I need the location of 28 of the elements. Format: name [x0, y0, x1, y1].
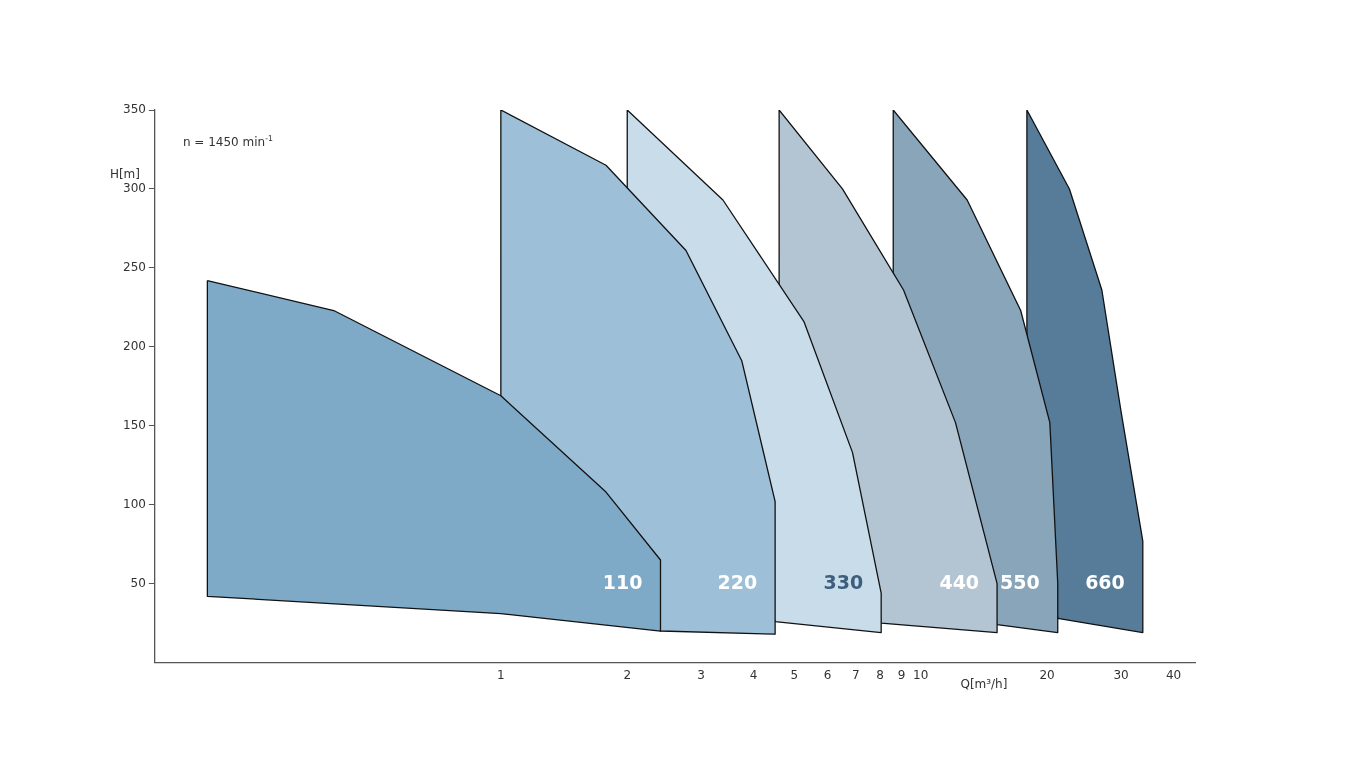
x-tick-label: 30	[1113, 667, 1129, 682]
x-tick-label: 4	[749, 667, 758, 682]
y-tick-label: 200	[123, 338, 146, 353]
y-axis-title: H[m]	[109, 167, 140, 182]
x-tick-label: 5	[790, 667, 799, 682]
series-label: 110	[602, 570, 643, 593]
series-label: 660	[1085, 570, 1125, 593]
x-tick-label: 10	[913, 667, 929, 682]
y-tick-label: 150	[123, 417, 146, 432]
x-tick-label: 40	[1165, 667, 1182, 682]
y-tick-label: 50	[130, 575, 146, 590]
y-tick-label: 350	[123, 102, 146, 117]
x-axis-title: Q[m³/h]	[960, 676, 1008, 691]
series-label: 550	[1000, 570, 1040, 593]
x-tick-label: 1	[497, 667, 505, 682]
x-tick-label: 8	[876, 667, 884, 682]
x-tick-label: 20	[1039, 667, 1055, 682]
y-tick-label: 250	[123, 260, 146, 275]
x-tick-label: 7	[851, 667, 860, 682]
series-label: 330	[823, 570, 864, 593]
x-tick-label: 9	[897, 667, 906, 682]
x-tick-label: 3	[697, 667, 705, 682]
y-tick-label: 300	[123, 181, 146, 196]
series-label: 440	[939, 570, 980, 593]
x-tick-label: 2	[623, 667, 632, 682]
y-tick-label: 100	[123, 496, 146, 511]
series-label: 220	[717, 570, 758, 593]
x-tick-label: 6	[823, 667, 832, 682]
